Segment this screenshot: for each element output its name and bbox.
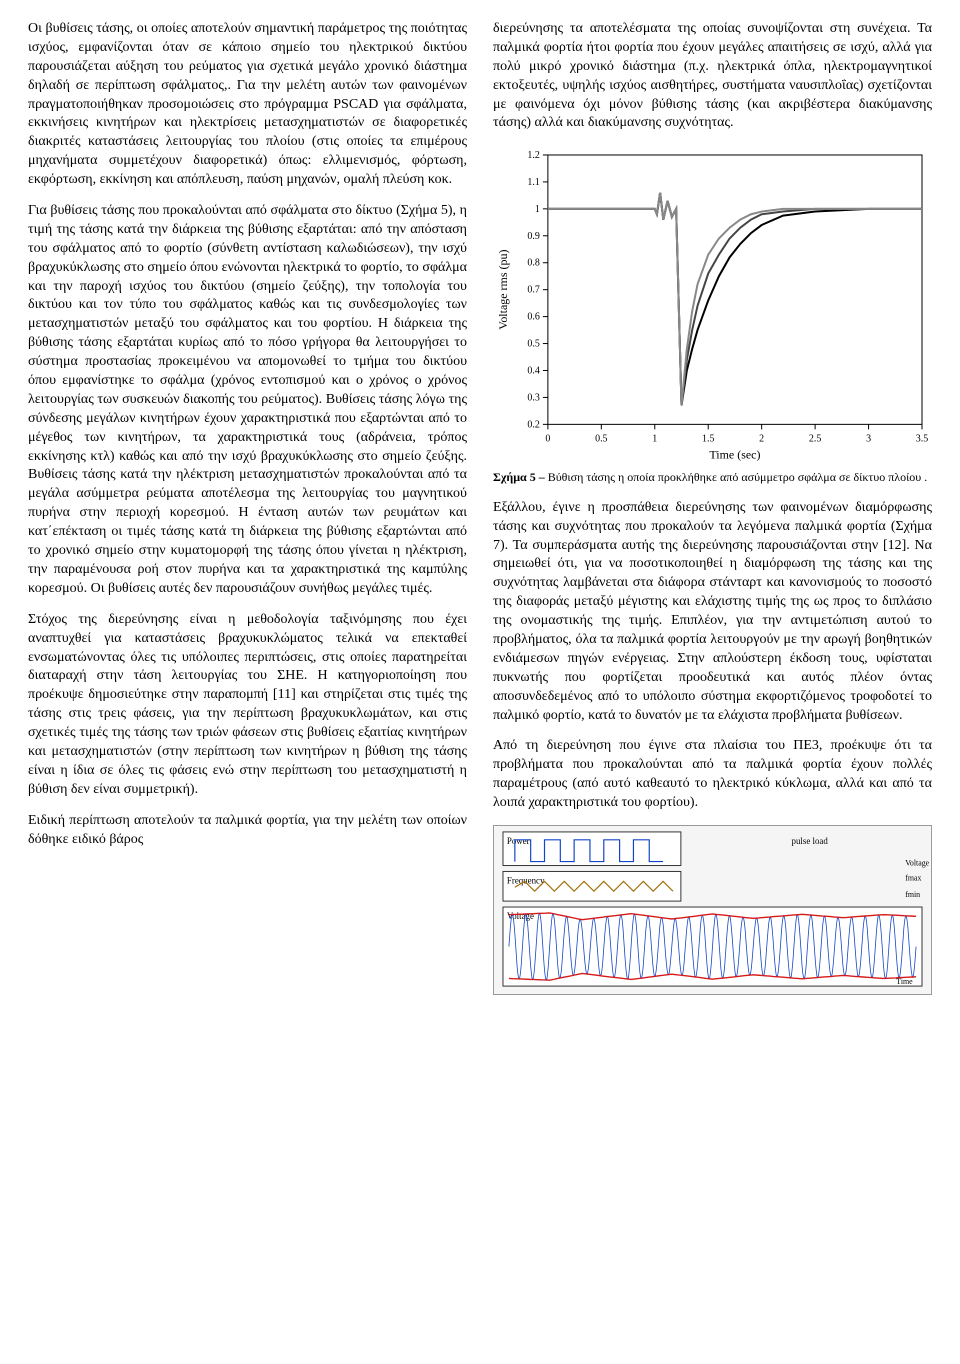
left-p1: Οι βυθίσεις τάσης, οι οποίες αποτελούν σ… bbox=[28, 20, 467, 190]
svg-text:3.5: 3.5 bbox=[916, 434, 928, 445]
figure-5-caption-label: Σχήμα 5 – bbox=[493, 470, 548, 484]
svg-text:0.6: 0.6 bbox=[527, 312, 539, 323]
right-p1: διερεύνησης τα αποτελέσματα της οποίας σ… bbox=[493, 20, 932, 133]
svg-text:Time (sec): Time (sec) bbox=[709, 448, 760, 462]
figure-5-caption: Σχήμα 5 – Βύθιση τάσης η οποία προκλήθηκ… bbox=[493, 469, 932, 485]
svg-text:0: 0 bbox=[545, 434, 550, 445]
left-p4: Ειδική περίπτωση αποτελούν τα παλμικά φο… bbox=[28, 812, 467, 850]
svg-text:Voltage rms (pu): Voltage rms (pu) bbox=[496, 250, 510, 330]
svg-text:0.8: 0.8 bbox=[527, 258, 539, 269]
svg-text:Frequency: Frequency bbox=[507, 875, 545, 885]
right-p2: Εξάλλου, έγινε η προσπάθεια διερεύνησης … bbox=[493, 499, 932, 726]
left-column: Οι βυθίσεις τάσης, οι οποίες αποτελούν σ… bbox=[28, 20, 467, 1009]
svg-text:Time: Time bbox=[896, 977, 913, 986]
figure-5-chart: 0 0.5 1 1.5 2 2.5 3 3.5 0.2 0.3 0.4 0.5 0.6 0.7 0.8 0.9… bbox=[493, 145, 932, 464]
left-p2: Για βυθίσεις τάσης που προκαλούνται από … bbox=[28, 202, 467, 599]
svg-text:1: 1 bbox=[535, 204, 540, 215]
figure-5: 0 0.5 1 1.5 2 2.5 3 3.5 0.2 0.3 0.4 0.5 0.6 0.7 0.8 0.9… bbox=[493, 145, 932, 484]
svg-text:2.5: 2.5 bbox=[809, 434, 821, 445]
svg-text:Power: Power bbox=[507, 836, 530, 846]
svg-text:1.2: 1.2 bbox=[527, 150, 539, 161]
svg-text:pulse load: pulse load bbox=[792, 836, 829, 846]
svg-text:0.4: 0.4 bbox=[527, 366, 539, 377]
svg-text:fmax: fmax bbox=[905, 873, 921, 882]
figure-7-schematic: Powerpulse loadFrequencyfmaxfminVoltageV… bbox=[494, 826, 931, 994]
svg-text:3: 3 bbox=[866, 434, 871, 445]
svg-text:0.5: 0.5 bbox=[527, 339, 539, 350]
left-p3: Στόχος της διερεύνησης είναι η μεθοδολογ… bbox=[28, 611, 467, 800]
figure-5-caption-text: Βύθιση τάσης η οποία προκλήθηκε από ασύμ… bbox=[548, 470, 928, 484]
right-p3: Από τη διερεύνηση που έγινε στα πλαίσια … bbox=[493, 737, 932, 813]
right-column: διερεύνησης τα αποτελέσματα της οποίας σ… bbox=[493, 20, 932, 1009]
svg-text:0.7: 0.7 bbox=[527, 285, 539, 296]
svg-text:fmin: fmin bbox=[905, 890, 920, 899]
svg-text:2: 2 bbox=[759, 434, 764, 445]
svg-text:0.9: 0.9 bbox=[527, 231, 539, 242]
svg-text:0.2: 0.2 bbox=[527, 420, 539, 431]
svg-text:1.5: 1.5 bbox=[702, 434, 714, 445]
svg-text:Voltage: Voltage bbox=[905, 859, 929, 868]
svg-text:1.1: 1.1 bbox=[527, 177, 539, 188]
svg-text:1: 1 bbox=[652, 434, 657, 445]
svg-text:0.3: 0.3 bbox=[527, 393, 539, 404]
figure-7: Powerpulse loadFrequencyfmaxfminVoltageV… bbox=[493, 825, 932, 995]
svg-text:0.5: 0.5 bbox=[595, 434, 607, 445]
